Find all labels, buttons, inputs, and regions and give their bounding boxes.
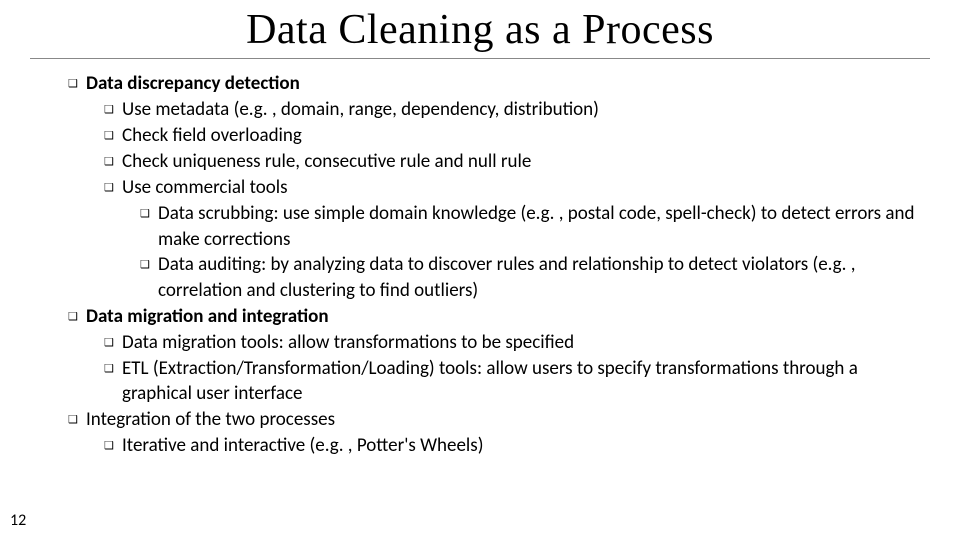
bullet-icon: ❑ [140, 252, 158, 278]
bullet-icon: ❑ [104, 123, 122, 149]
item-text: Iterative and interactive (e.g. , Potter… [122, 433, 920, 459]
bullet-icon: ❑ [68, 407, 86, 433]
list-item: ❑Data migration and integration [60, 304, 920, 330]
bullet-icon: ❑ [140, 201, 158, 227]
page-number: 12 [10, 511, 26, 530]
item-text: Check field overloading [122, 123, 920, 149]
item-text: ETL (Extraction/Transformation/Loading) … [122, 356, 920, 407]
bullet-icon: ❑ [104, 175, 122, 201]
item-text: Data auditing: by analyzing data to disc… [158, 252, 920, 303]
list-item: ❑Check uniqueness rule, consecutive rule… [60, 149, 920, 175]
item-text: Data discrepancy detection [86, 71, 920, 97]
bullet-icon: ❑ [104, 97, 122, 123]
bullet-icon: ❑ [68, 304, 86, 330]
item-text: Use metadata (e.g. , domain, range, depe… [122, 97, 920, 123]
slide-body: ❑Data discrepancy detection ❑Use metadat… [0, 59, 960, 459]
list-item: ❑Data scrubbing: use simple domain knowl… [60, 201, 920, 252]
slide-title: Data Cleaning as a Process [0, 0, 960, 58]
item-text: Data migration and integration [86, 304, 920, 330]
list-item: ❑ETL (Extraction/Transformation/Loading)… [60, 356, 920, 407]
bullet-icon: ❑ [104, 149, 122, 175]
item-text: Integration of the two processes [86, 407, 920, 433]
list-item: ❑Integration of the two processes [60, 407, 920, 433]
item-text: Data migration tools: allow transformati… [122, 330, 920, 356]
list-item: ❑Iterative and interactive (e.g. , Potte… [60, 433, 920, 459]
item-text: Check uniqueness rule, consecutive rule … [122, 149, 920, 175]
bullet-icon: ❑ [104, 356, 122, 382]
list-item: ❑Use commercial tools [60, 175, 920, 201]
bullet-icon: ❑ [104, 433, 122, 459]
item-text: Use commercial tools [122, 175, 920, 201]
list-item: ❑Data discrepancy detection [60, 71, 920, 97]
item-text: Data scrubbing: use simple domain knowle… [158, 201, 920, 252]
list-item: ❑Use metadata (e.g. , domain, range, dep… [60, 97, 920, 123]
bullet-icon: ❑ [68, 71, 86, 97]
list-item: ❑Data migration tools: allow transformat… [60, 330, 920, 356]
list-item: ❑Check field overloading [60, 123, 920, 149]
bullet-icon: ❑ [104, 330, 122, 356]
list-item: ❑Data auditing: by analyzing data to dis… [60, 252, 920, 303]
